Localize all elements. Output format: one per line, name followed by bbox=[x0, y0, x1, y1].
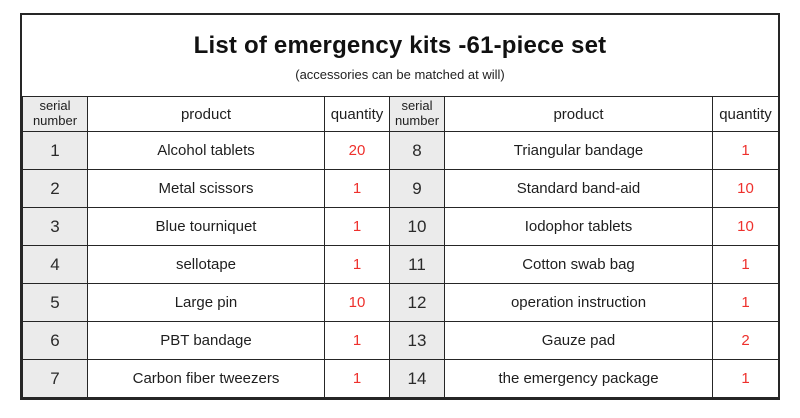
col-header-serial-right: serial number bbox=[389, 96, 445, 132]
serial-cell: 1 bbox=[22, 131, 88, 170]
col-header-serial-left: serial number bbox=[22, 96, 88, 132]
quantity-cell: 10 bbox=[712, 169, 779, 208]
product-cell: Carbon fiber tweezers bbox=[87, 359, 325, 398]
quantity-cell: 1 bbox=[324, 207, 390, 246]
title-block: List of emergency kits -61-piece set (ac… bbox=[22, 15, 778, 96]
product-cell: Large pin bbox=[87, 283, 325, 322]
product-cell: PBT bandage bbox=[87, 321, 325, 360]
table-row: 1 Alcohol tablets 20 8 Triangular bandage 1 bbox=[22, 131, 779, 170]
quantity-cell: 1 bbox=[712, 245, 779, 284]
serial-cell: 8 bbox=[389, 131, 445, 170]
col-header-product-left: product bbox=[87, 96, 325, 132]
serial-cell: 4 bbox=[22, 245, 88, 284]
serial-cell: 7 bbox=[22, 359, 88, 398]
product-cell: Blue tourniquet bbox=[87, 207, 325, 246]
serial-cell: 9 bbox=[389, 169, 445, 208]
page-title: List of emergency kits -61-piece set bbox=[193, 31, 607, 59]
table-row: 7 Carbon fiber tweezers 1 14 the emergency p… bbox=[22, 359, 779, 398]
col-header-quantity-right: quantity bbox=[712, 96, 779, 132]
serial-cell: 3 bbox=[22, 207, 88, 246]
quantity-cell: 1 bbox=[712, 131, 779, 170]
serial-cell: 12 bbox=[389, 283, 445, 322]
quantity-cell: 1 bbox=[324, 245, 390, 284]
table-row: 3 Blue tourniquet 1 10 Iodophor tablets 10 bbox=[22, 207, 779, 246]
serial-cell: 6 bbox=[22, 321, 88, 360]
quantity-cell: 20 bbox=[324, 131, 390, 170]
serial-cell: 13 bbox=[389, 321, 445, 360]
serial-cell: 11 bbox=[389, 245, 445, 284]
quantity-cell: 1 bbox=[324, 359, 390, 398]
table-row: 4 sellotape 1 11 Cotton swab bag 1 bbox=[22, 245, 779, 284]
serial-cell: 2 bbox=[22, 169, 88, 208]
product-cell: Gauze pad bbox=[444, 321, 713, 360]
col-header-product-right: product bbox=[444, 96, 713, 132]
product-cell: Metal scissors bbox=[87, 169, 325, 208]
quantity-cell: 1 bbox=[712, 283, 779, 322]
page-subtitle: (accessories can be matched at will) bbox=[295, 66, 505, 82]
product-cell: Alcohol tablets bbox=[87, 131, 325, 170]
quantity-cell: 10 bbox=[712, 207, 779, 246]
emergency-kit-sheet: List of emergency kits -61-piece set (ac… bbox=[20, 13, 780, 400]
serial-cell: 10 bbox=[389, 207, 445, 246]
quantity-cell: 1 bbox=[324, 321, 390, 360]
serial-cell: 5 bbox=[22, 283, 88, 322]
table-body: 1 Alcohol tablets 20 8 Triangular bandage 1 2 M… bbox=[22, 131, 779, 398]
product-cell: Cotton swab bag bbox=[444, 245, 713, 284]
quantity-cell: 1 bbox=[324, 169, 390, 208]
quantity-cell: 10 bbox=[324, 283, 390, 322]
kit-table: serial number product quantity serial nu… bbox=[22, 96, 779, 398]
serial-cell: 14 bbox=[389, 359, 445, 398]
table-row: 2 Metal scissors 1 9 Standard band-aid 10 bbox=[22, 169, 779, 208]
table-row: 6 PBT bandage 1 13 Gauze pad 2 bbox=[22, 321, 779, 360]
product-cell: Standard band-aid bbox=[444, 169, 713, 208]
product-cell: the emergency package bbox=[444, 359, 713, 398]
product-cell: sellotape bbox=[87, 245, 325, 284]
table-header-row: serial number product quantity serial nu… bbox=[22, 96, 779, 132]
col-header-quantity-left: quantity bbox=[324, 96, 390, 132]
product-cell: Iodophor tablets bbox=[444, 207, 713, 246]
product-cell: Triangular bandage bbox=[444, 131, 713, 170]
table-row: 5 Large pin 10 12 operation instruction 1 bbox=[22, 283, 779, 322]
quantity-cell: 2 bbox=[712, 321, 779, 360]
product-cell: operation instruction bbox=[444, 283, 713, 322]
quantity-cell: 1 bbox=[712, 359, 779, 398]
